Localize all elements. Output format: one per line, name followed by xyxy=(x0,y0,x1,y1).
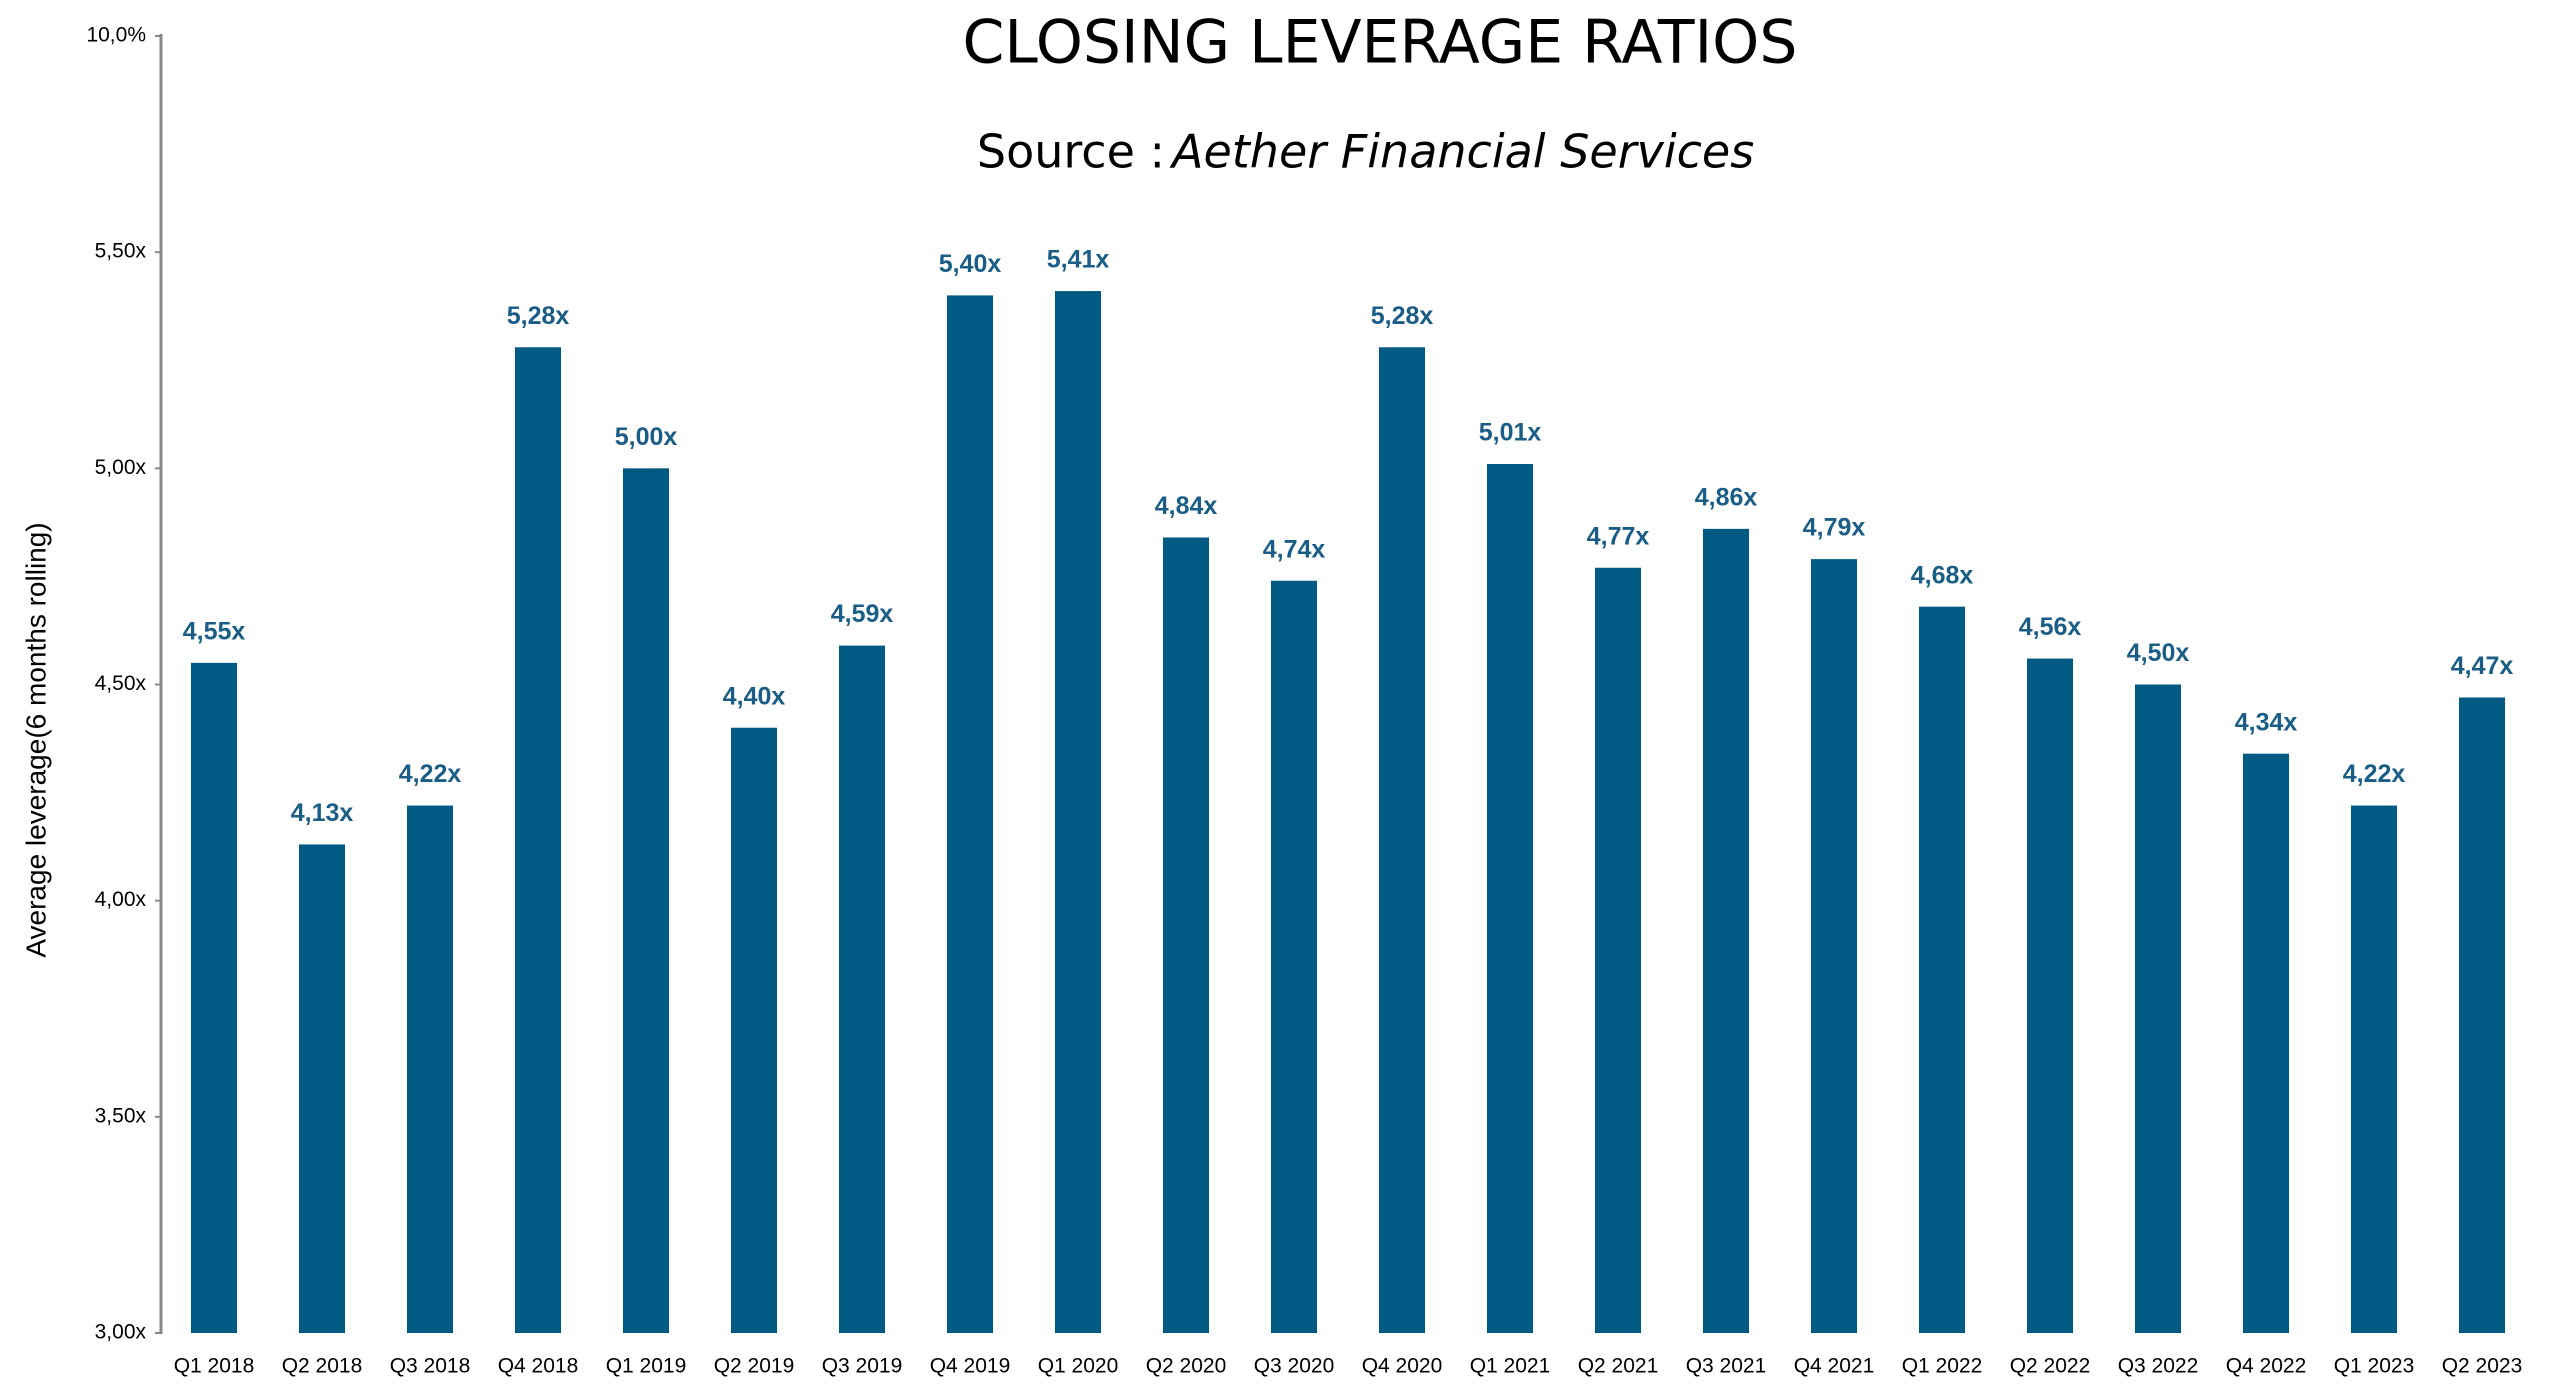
bar xyxy=(2351,805,2397,1333)
value-label: 5,01x xyxy=(1479,419,1542,447)
bar xyxy=(1271,580,1317,1333)
x-tick-label: Q3 2019 xyxy=(822,1355,903,1378)
value-label: 4,55x xyxy=(183,617,246,645)
value-label: 4,13x xyxy=(291,799,354,827)
bar xyxy=(1595,567,1641,1333)
value-label: 4,40x xyxy=(723,682,786,710)
value-label: 4,22x xyxy=(399,760,462,788)
x-tick-label: Q3 2022 xyxy=(2118,1355,2199,1378)
bar xyxy=(1487,464,1533,1333)
value-label: 4,74x xyxy=(1263,535,1326,563)
x-tick-label: Q2 2019 xyxy=(714,1355,795,1378)
x-tick-label: Q4 2021 xyxy=(1794,1355,1875,1378)
x-tick-label: Q2 2023 xyxy=(2442,1355,2523,1378)
x-tick-label: Q2 2022 xyxy=(2010,1355,2091,1378)
value-label: 4,84x xyxy=(1155,492,1218,520)
x-tick-label: Q2 2021 xyxy=(1578,1355,1659,1378)
value-label: 4,86x xyxy=(1695,483,1758,511)
x-tick-label: Q4 2022 xyxy=(2226,1355,2307,1378)
value-label: 5,28x xyxy=(507,302,570,330)
bar xyxy=(1163,537,1209,1333)
x-tick-label: Q1 2020 xyxy=(1038,1355,1119,1378)
value-label: 4,47x xyxy=(2451,652,2514,680)
value-label: 5,00x xyxy=(615,423,678,451)
bar xyxy=(1379,347,1425,1333)
chart-title: CLOSING LEVERAGE RATIOS xyxy=(963,8,1798,78)
value-label: 4,22x xyxy=(2343,760,2406,788)
x-tick-label: Q4 2018 xyxy=(498,1355,579,1378)
bar xyxy=(1055,291,1101,1333)
x-tick-label: Q1 2022 xyxy=(1902,1355,1983,1378)
y-axis-label: Average leverage(6 months rolling) xyxy=(20,522,51,957)
x-tick-label: Q1 2023 xyxy=(2334,1355,2415,1378)
x-tick-label: Q2 2020 xyxy=(1146,1355,1227,1378)
value-label: 5,28x xyxy=(1371,302,1434,330)
bar xyxy=(2027,658,2073,1333)
value-label: 4,50x xyxy=(2127,639,2190,667)
x-tick-label: Q3 2018 xyxy=(390,1355,471,1378)
x-tick-label: Q1 2021 xyxy=(1470,1355,1551,1378)
y-tick-label: 4,00x xyxy=(95,888,147,911)
bar xyxy=(1919,606,1965,1333)
bar xyxy=(1703,528,1749,1333)
bar xyxy=(299,844,345,1333)
x-tick-label: Q4 2019 xyxy=(930,1355,1011,1378)
bar xyxy=(2243,753,2289,1333)
x-tick-label: Q1 2019 xyxy=(606,1355,687,1378)
value-label: 4,56x xyxy=(2019,613,2082,641)
bar xyxy=(623,468,669,1333)
bar xyxy=(2135,684,2181,1333)
x-tick-label: Q3 2021 xyxy=(1686,1355,1767,1378)
bar xyxy=(2459,697,2505,1333)
value-label: 5,41x xyxy=(1047,246,1110,274)
x-tick-label: Q1 2018 xyxy=(174,1355,255,1378)
value-label: 4,34x xyxy=(2235,708,2298,736)
value-label: 5,40x xyxy=(939,250,1002,278)
bar xyxy=(407,805,453,1333)
value-label: 4,77x xyxy=(1587,522,1650,550)
y-tick-label: 10,0% xyxy=(86,24,146,47)
subtitle-source: Aether Financial Services xyxy=(1169,125,1754,179)
bar xyxy=(839,645,885,1333)
bar xyxy=(191,662,237,1333)
value-label: 4,59x xyxy=(831,600,894,628)
bar xyxy=(1811,559,1857,1333)
subtitle-label: Source : xyxy=(977,125,1165,179)
value-label: 4,68x xyxy=(1911,561,1974,589)
bar xyxy=(515,347,561,1333)
y-tick-label: 3,50x xyxy=(95,1104,147,1127)
bar xyxy=(731,727,777,1333)
value-label: 4,79x xyxy=(1803,514,1866,542)
x-tick-label: Q2 2018 xyxy=(282,1355,363,1378)
y-tick-label: 5,50x xyxy=(95,240,147,263)
bar xyxy=(947,295,993,1333)
y-tick-label: 4,50x xyxy=(95,672,147,695)
y-tick-label: 5,00x xyxy=(95,456,147,479)
x-tick-label: Q3 2020 xyxy=(1254,1355,1335,1378)
x-tick-label: Q4 2020 xyxy=(1362,1355,1443,1378)
y-tick-label: 3,00x xyxy=(95,1321,147,1344)
